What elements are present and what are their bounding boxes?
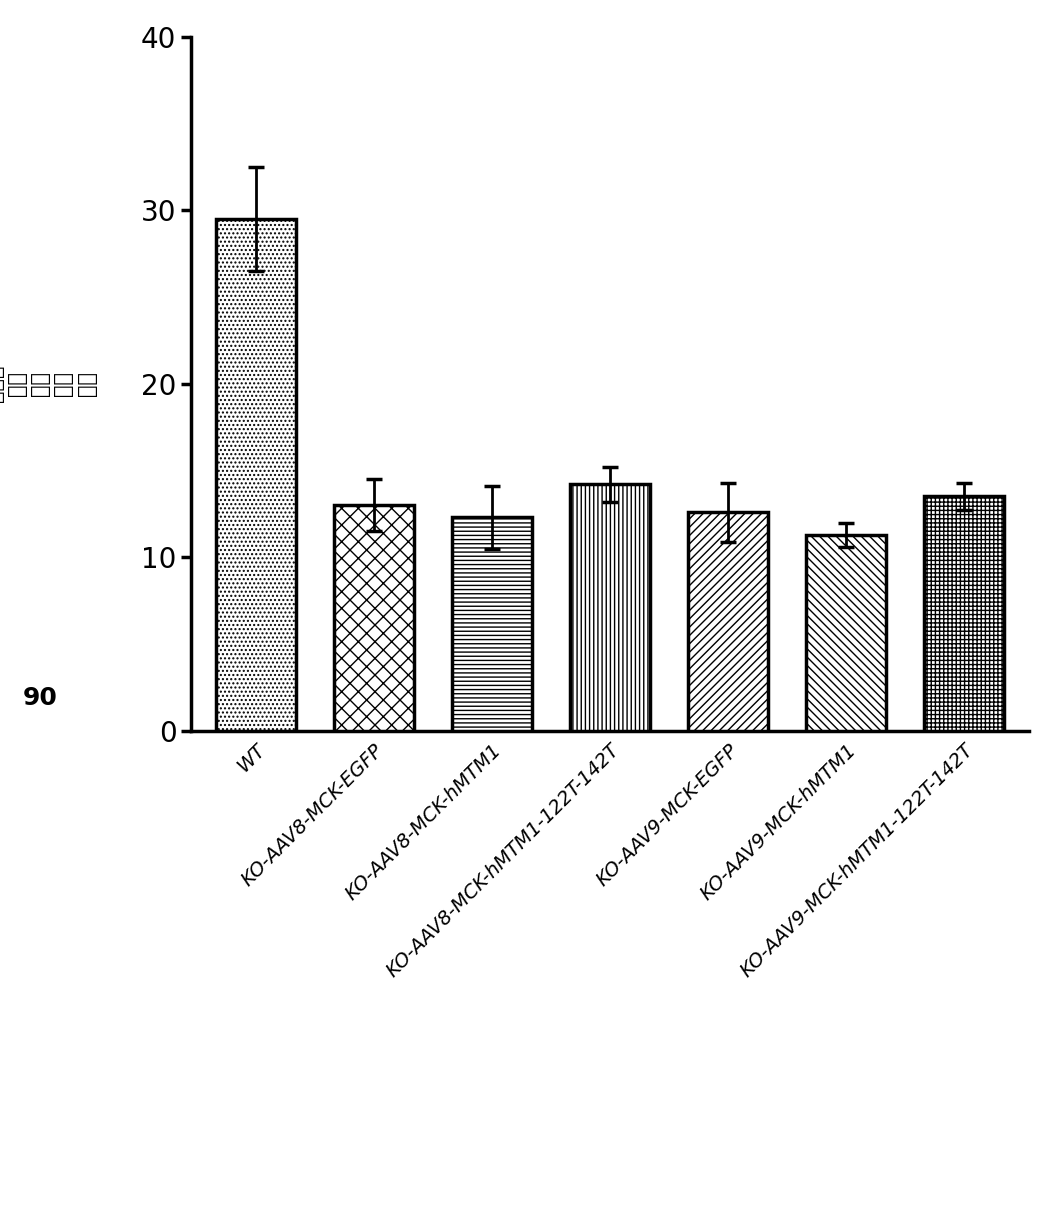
Bar xyxy=(334,505,414,731)
Bar xyxy=(215,219,296,731)
Bar xyxy=(806,535,886,731)
Text: 90: 90 xyxy=(22,686,57,710)
Bar xyxy=(924,497,1005,731)
Bar xyxy=(452,518,533,731)
Bar xyxy=(570,485,650,731)
Bar xyxy=(688,512,768,731)
Text: （米）
距离
轨迹
运动
分钟: （米） 距离 轨迹 运动 分钟 xyxy=(0,365,97,402)
